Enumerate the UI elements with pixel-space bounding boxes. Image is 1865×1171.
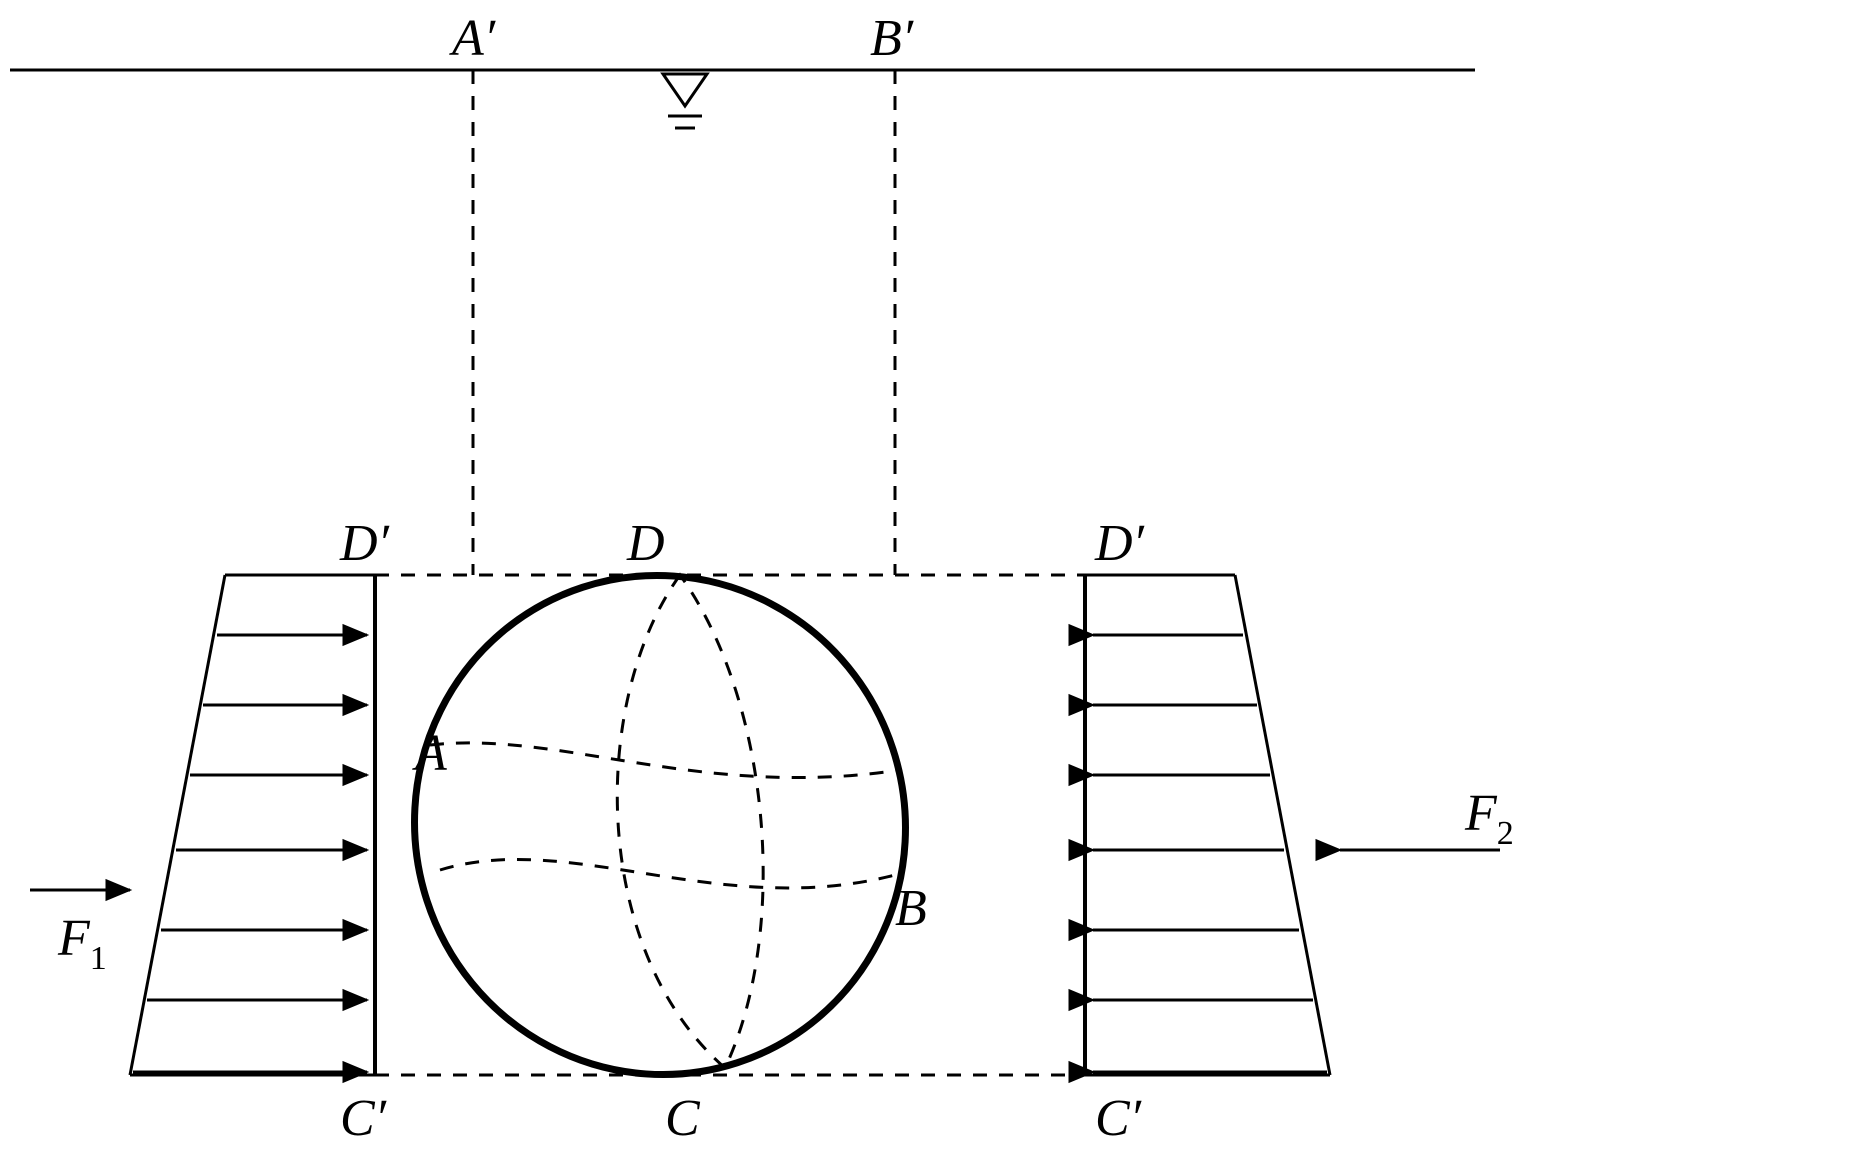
inner-equator-2: [440, 859, 895, 887]
label-D-prime-right: D′: [1094, 515, 1146, 572]
label-A-prime: A′: [449, 10, 497, 67]
water-symbol-triangle: [663, 74, 707, 106]
label-B-prime: B′: [870, 10, 915, 67]
label-D: D: [626, 515, 665, 572]
label-D-prime-left: D′: [339, 515, 391, 572]
inner-meridian: [617, 575, 763, 1068]
buoyancy-diagram: A′ B′ D′ D′ C′ C′ D C A B F1 F2: [0, 0, 1865, 1171]
label-F2: F2: [1464, 785, 1514, 852]
label-C-prime-left: C′: [340, 1090, 388, 1147]
label-B: B: [895, 880, 927, 937]
label-F1: F1: [57, 910, 107, 977]
label-C-prime-right: C′: [1095, 1090, 1143, 1147]
label-A: A: [412, 725, 447, 782]
label-C: C: [665, 1090, 701, 1147]
inner-equator-1: [430, 743, 900, 778]
